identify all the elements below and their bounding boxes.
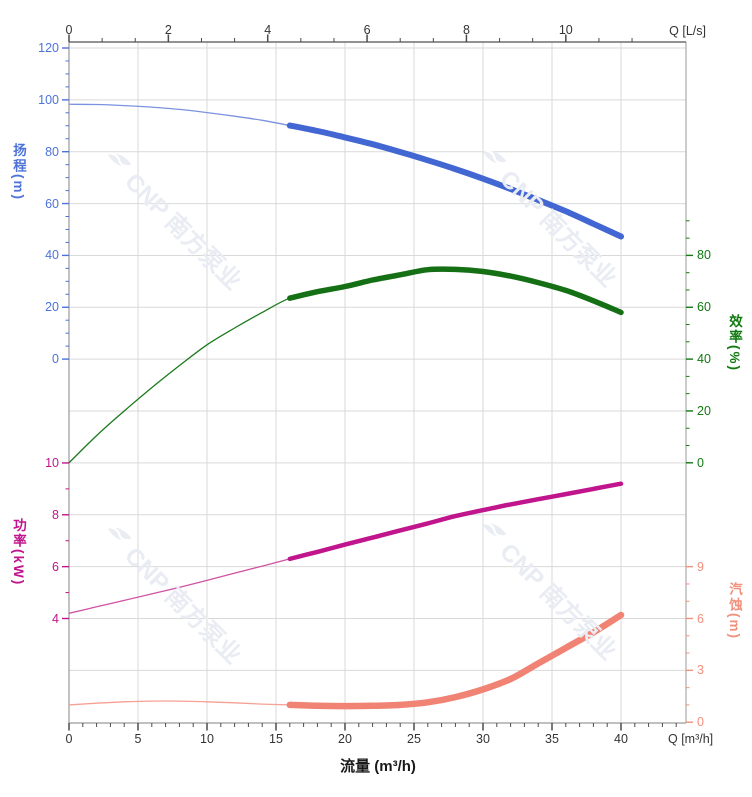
power-axis-title: 功率(kW): [11, 518, 26, 587]
top-tick-label: 4: [264, 23, 272, 37]
efficiency-axis-title: 效率(%): [727, 314, 742, 372]
bottom-tick-label: 0: [65, 732, 73, 746]
bottom-tick-label: 35: [545, 732, 559, 746]
efficiency-tick-label: 60: [697, 300, 711, 315]
bottom-tick-label: 15: [269, 732, 283, 746]
top-tick-label: 10: [558, 23, 573, 37]
top-tick-label: 0: [65, 23, 73, 37]
bottom-tick-label: 25: [407, 732, 421, 746]
npsh-axis-title: 汽蚀(m): [727, 582, 742, 640]
efficiency-tick-label: 20: [697, 403, 711, 418]
bottom-axis-unit: Q [m³/h]: [668, 732, 714, 746]
head-curve-thick: [286, 122, 624, 240]
bottom-tick-label: 5: [134, 732, 142, 746]
power-tick-label: 8: [52, 507, 59, 522]
top-tick-label: 6: [363, 23, 371, 37]
top-axis-unit: Q [L/s]: [669, 24, 706, 38]
head-axis-title: 扬程(m): [11, 143, 26, 201]
flow-axis-title: 流量 (m³/h): [340, 758, 416, 775]
power-tick-label: 6: [52, 559, 59, 574]
npsh-tick-label: 0: [697, 715, 704, 730]
head-tick-label: 120: [38, 41, 59, 55]
head-tick-label: 20: [45, 300, 59, 315]
power-curve-thick: [287, 481, 624, 562]
bottom-tick-label: 40: [614, 732, 628, 746]
npsh-tick-label: 3: [697, 663, 704, 678]
bottom-tick-label: 10: [200, 732, 214, 746]
npsh-tick-label: 6: [697, 611, 704, 626]
head-tick-label: 100: [38, 92, 59, 107]
npsh-curve-thick: [286, 611, 625, 710]
efficiency-tick-label: 80: [697, 248, 711, 263]
head-tick-label: 40: [45, 248, 59, 263]
bottom-tick-label: 20: [338, 732, 352, 746]
power-tick-label: 4: [52, 611, 59, 626]
efficiency-tick-label: 40: [697, 352, 711, 367]
head-tick-label: 80: [45, 144, 59, 159]
head-tick-label: 60: [45, 196, 59, 211]
npsh-tick-label: 9: [697, 559, 704, 574]
power-tick-label: 10: [45, 455, 59, 470]
efficiency-curve-thick: [287, 266, 624, 316]
head-tick-label: 0: [52, 352, 59, 367]
top-tick-label: 8: [462, 23, 470, 37]
efficiency-tick-label: 0: [697, 455, 704, 470]
top-tick-label: 2: [164, 23, 172, 37]
bottom-tick-label: 30: [476, 732, 490, 746]
